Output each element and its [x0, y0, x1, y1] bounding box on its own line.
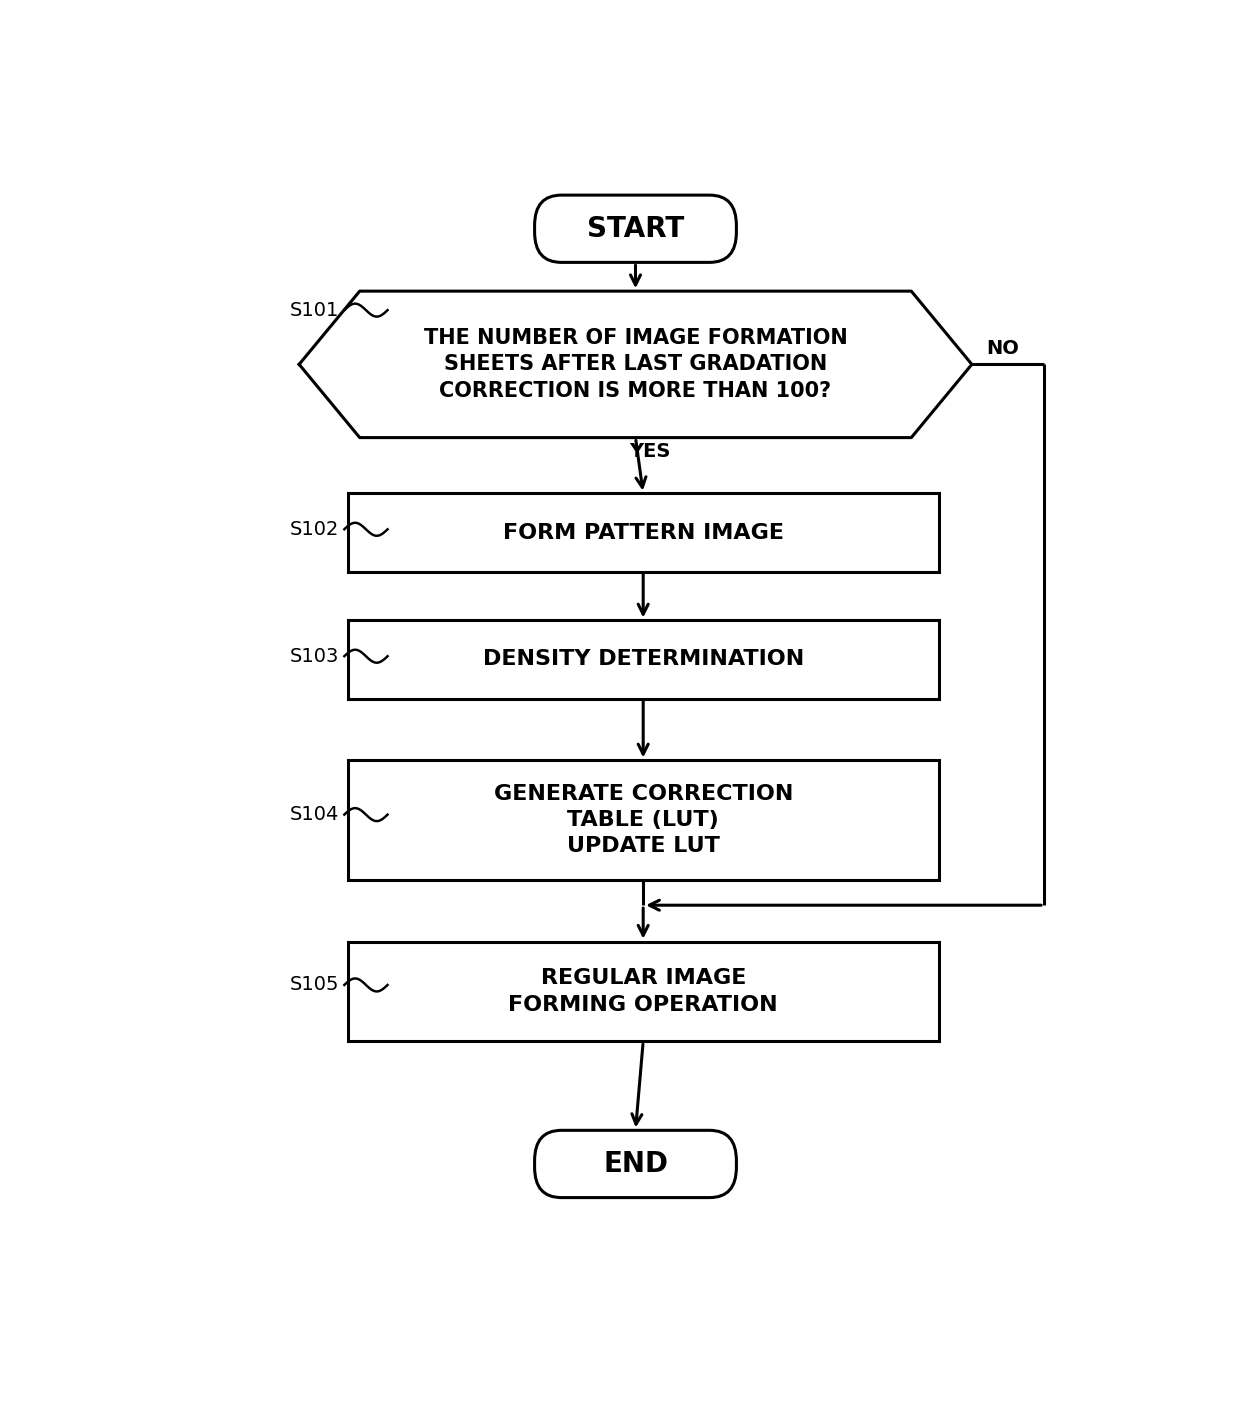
- FancyBboxPatch shape: [534, 194, 737, 262]
- Text: END: END: [603, 1150, 668, 1178]
- Text: S104: S104: [290, 805, 340, 824]
- Bar: [347, 761, 939, 879]
- Text: START: START: [587, 214, 684, 242]
- Bar: [347, 620, 939, 699]
- Text: S102: S102: [290, 520, 340, 538]
- FancyBboxPatch shape: [534, 1130, 737, 1198]
- Text: DENSITY DETERMINATION: DENSITY DETERMINATION: [482, 650, 804, 669]
- Bar: [347, 493, 939, 572]
- Text: S101: S101: [290, 300, 340, 320]
- Text: S103: S103: [290, 647, 340, 665]
- Text: YES: YES: [629, 442, 671, 462]
- Text: S105: S105: [290, 975, 340, 995]
- Text: REGULAR IMAGE
FORMING OPERATION: REGULAR IMAGE FORMING OPERATION: [508, 968, 777, 1014]
- Bar: [347, 941, 939, 1041]
- Polygon shape: [299, 292, 972, 438]
- Text: GENERATE CORRECTION
TABLE (LUT)
UPDATE LUT: GENERATE CORRECTION TABLE (LUT) UPDATE L…: [494, 783, 792, 857]
- Text: THE NUMBER OF IMAGE FORMATION
SHEETS AFTER LAST GRADATION
CORRECTION IS MORE THA: THE NUMBER OF IMAGE FORMATION SHEETS AFT…: [424, 328, 847, 400]
- Text: FORM PATTERN IMAGE: FORM PATTERN IMAGE: [502, 523, 784, 542]
- Text: NO: NO: [986, 338, 1019, 358]
